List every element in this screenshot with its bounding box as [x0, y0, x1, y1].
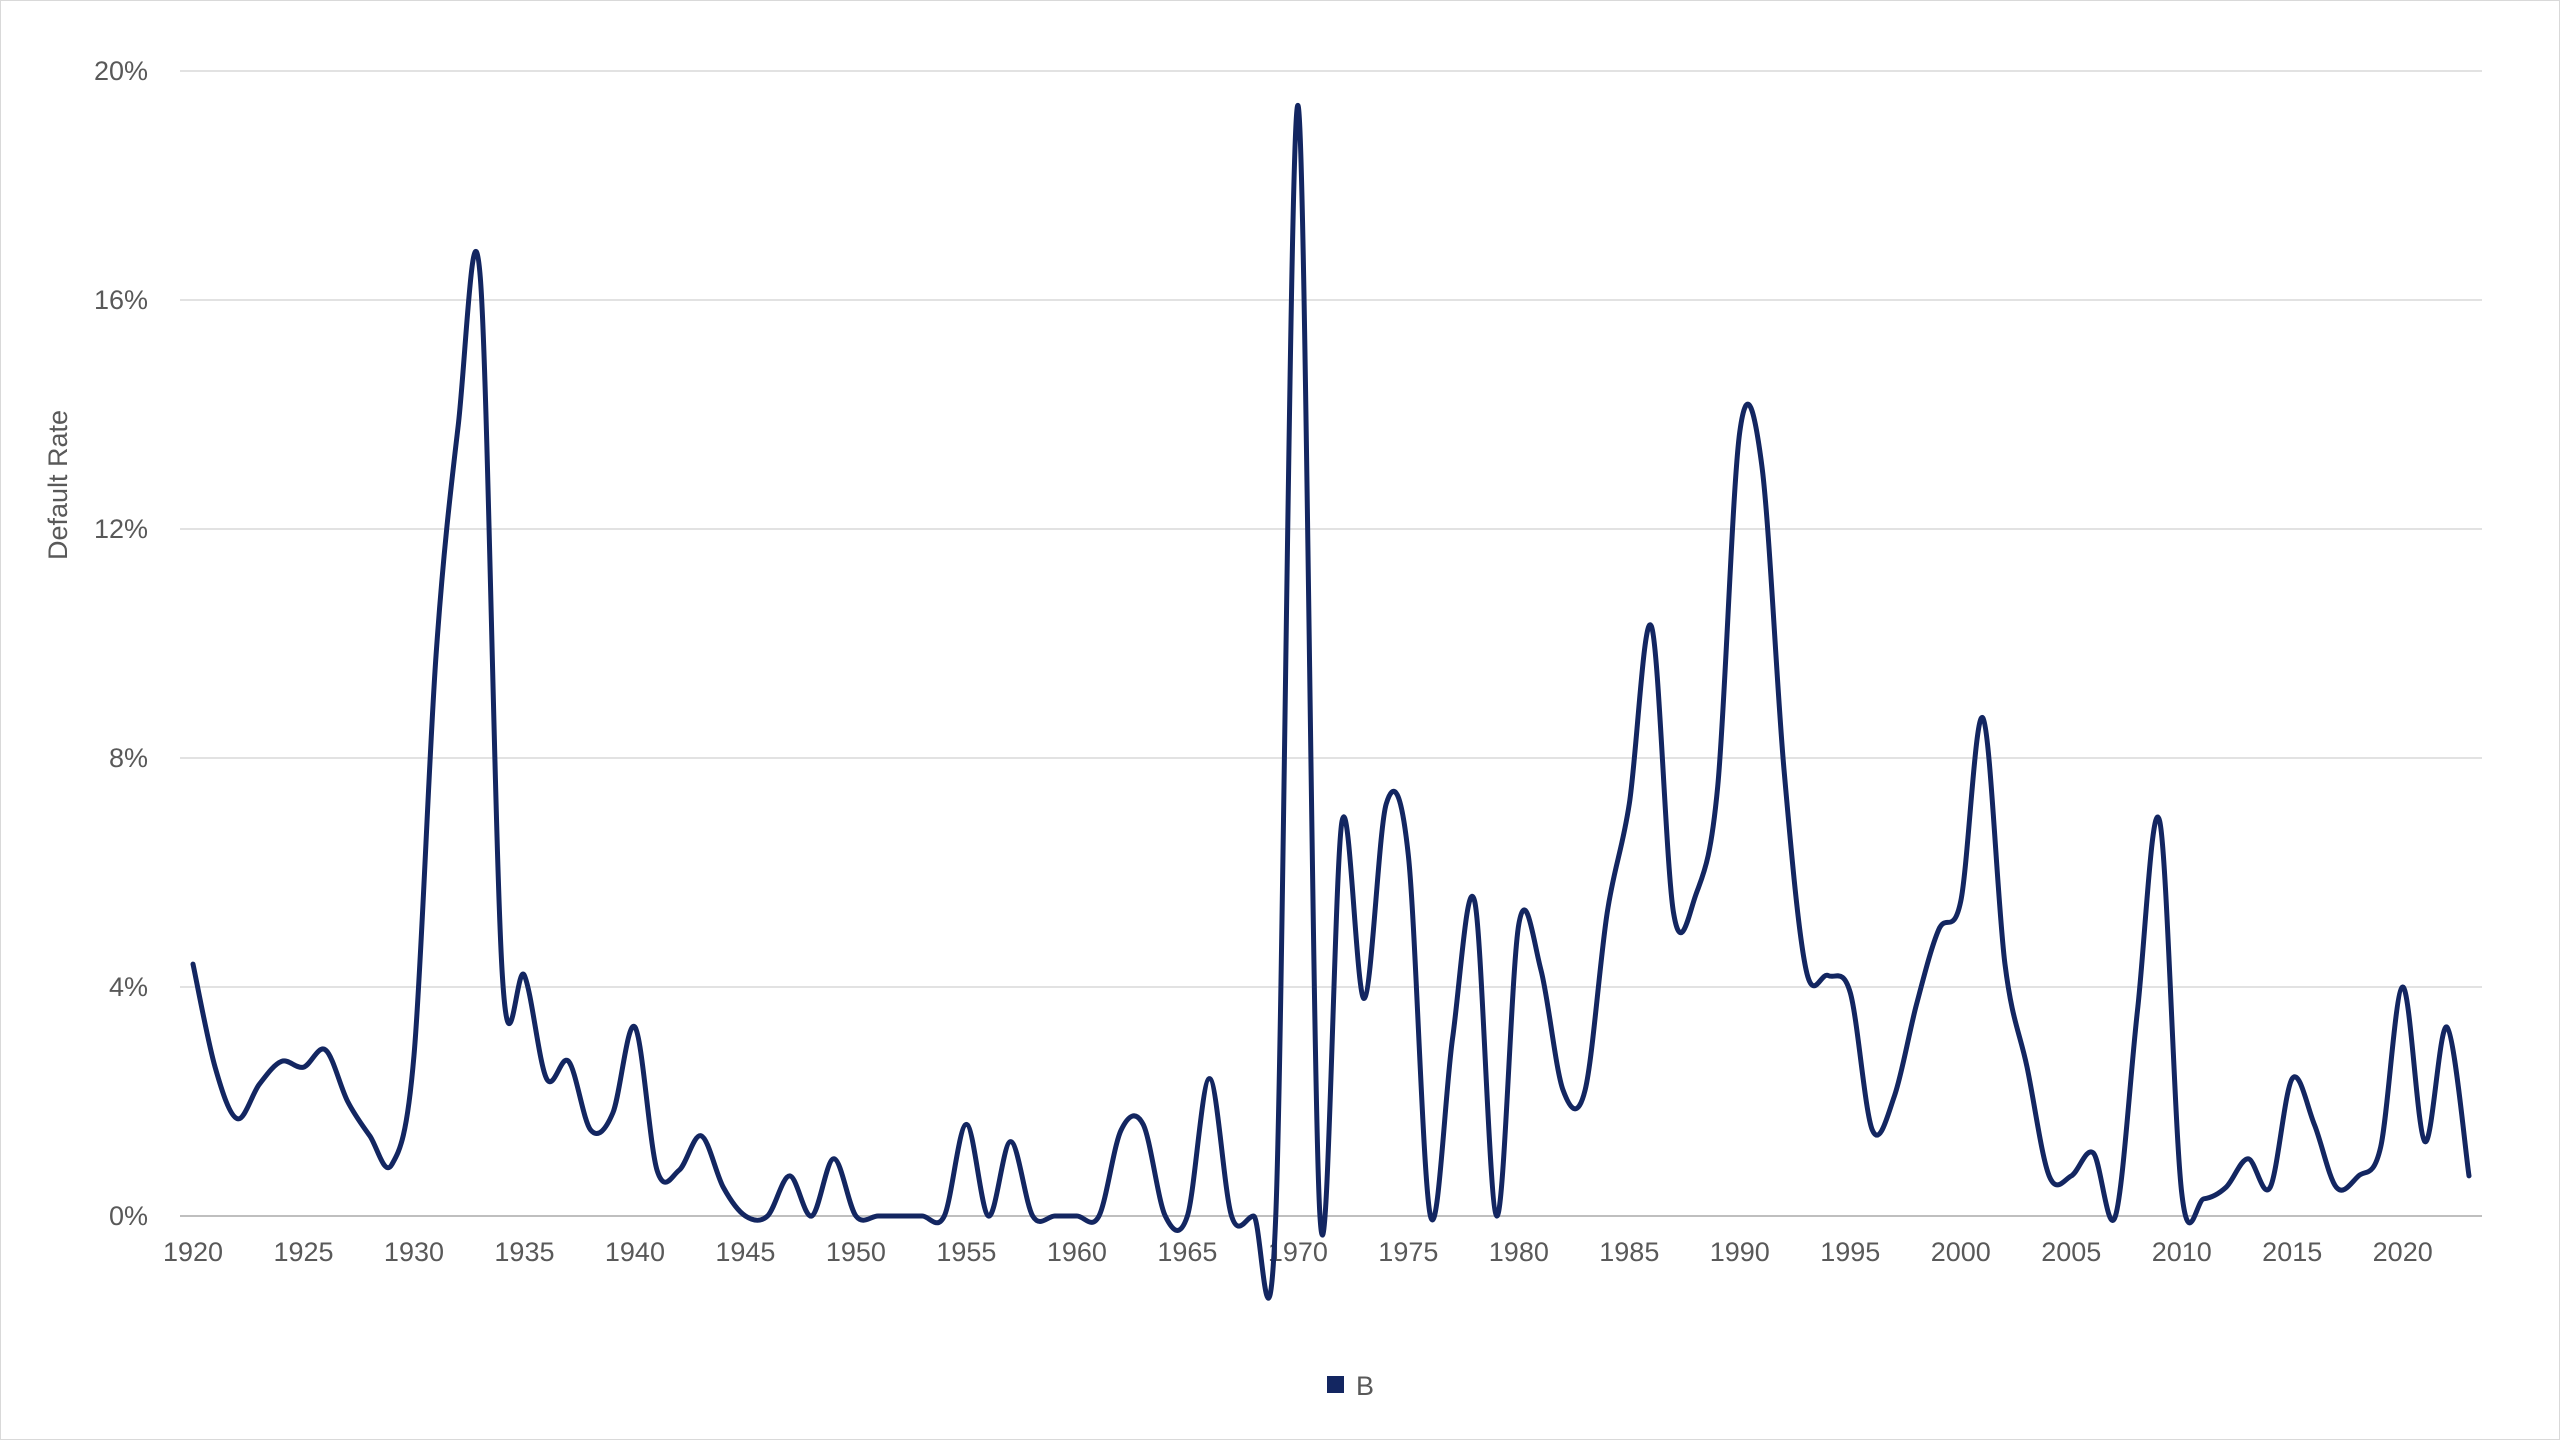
x-tick-label: 1940 — [605, 1237, 665, 1267]
y-axis-tick-labels: 0% 4% 8% 12% 16% 20% — [94, 56, 148, 1231]
x-tick-label: 1980 — [1489, 1237, 1549, 1267]
y-tick-label: 4% — [109, 972, 148, 1002]
x-tick-label: 1945 — [715, 1237, 775, 1267]
x-tick-label: 1990 — [1710, 1237, 1770, 1267]
y-tick-label: 16% — [94, 285, 148, 315]
x-tick-label: 1955 — [936, 1237, 996, 1267]
y-tick-label: 0% — [109, 1201, 148, 1231]
x-tick-label: 2005 — [2041, 1237, 2101, 1267]
x-axis-tick-labels: 1920 1925 1930 1935 1940 1945 1950 1955 1960 1965… — [163, 1237, 2433, 1267]
legend-label: B — [1356, 1371, 1374, 1401]
series-lines — [190, 102, 2472, 1301]
y-axis-title: Default Rate — [43, 410, 73, 560]
x-tick-label: 1975 — [1378, 1237, 1438, 1267]
x-tick-label: 1920 — [163, 1237, 223, 1267]
x-tick-label: 1925 — [273, 1237, 333, 1267]
legend: B — [1327, 1371, 1374, 1401]
x-tick-label: 1985 — [1599, 1237, 1659, 1267]
x-tick-label: 1930 — [384, 1237, 444, 1267]
x-tick-label: 2015 — [2262, 1237, 2322, 1267]
legend-swatch — [1327, 1376, 1344, 1393]
y-tick-label: 12% — [94, 514, 148, 544]
y-tick-label: 8% — [109, 743, 148, 773]
x-tick-label: 2000 — [1931, 1237, 1991, 1267]
x-tick-label: 1970 — [1268, 1237, 1328, 1267]
gridlines — [180, 70, 2482, 988]
y-tick-label: 20% — [94, 56, 148, 86]
x-tick-label: 1995 — [1820, 1237, 1880, 1267]
x-tick-label: 2020 — [2373, 1237, 2433, 1267]
x-tick-label: 2010 — [2152, 1237, 2212, 1267]
x-tick-label: 1935 — [494, 1237, 554, 1267]
x-tick-label: 1965 — [1157, 1237, 1217, 1267]
x-tick-label: 1950 — [826, 1237, 886, 1267]
series-line-B — [190, 102, 2472, 1301]
x-tick-label: 1960 — [1047, 1237, 1107, 1267]
